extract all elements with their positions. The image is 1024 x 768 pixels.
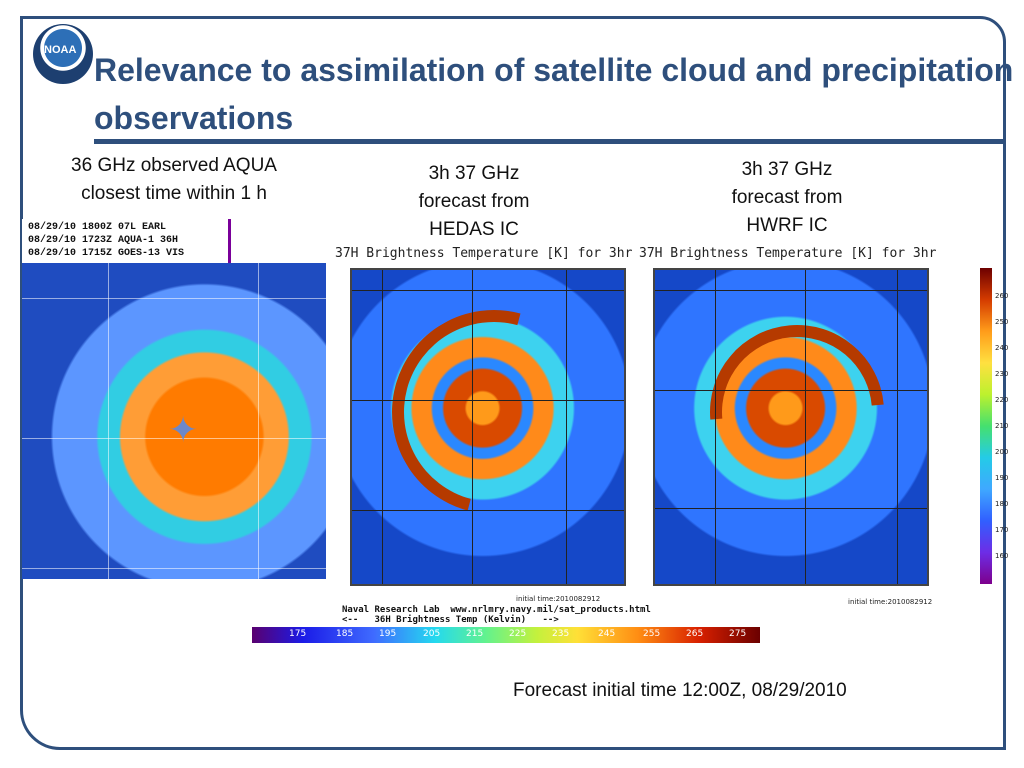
grid-line [566,270,567,584]
nrl-scale-label: <-- 36H Brightness Temp (Kelvin) --> [342,615,559,625]
vertical-colorbar-tick: 190 [995,474,1009,482]
colorbar-tick: 225 [509,629,527,639]
hedas-bt-title: 37H Brightness Temperature [K] for 3hr [335,246,633,261]
colorbar-tick: 255 [643,629,661,639]
title-rule [94,139,1006,144]
colorbar-tick: 265 [686,629,704,639]
caption-hwrf: 3h 37 GHz forecast from HWRF IC [731,159,843,236]
vertical-colorbar [980,268,992,584]
vertical-colorbar-tick: 180 [995,500,1009,508]
grid-line [655,390,927,391]
grid-line [805,270,806,584]
grid-line [715,270,716,584]
satellite-label-line: 08/29/10 1800Z 07L EARL [28,222,167,233]
vertical-colorbar-tick: 240 [995,344,1009,352]
vertical-colorbar-tick: 230 [995,370,1009,378]
colorbar-tick: 195 [379,629,397,639]
satellite-label-line: 08/29/10 1715Z GOES-13 VIS [28,248,185,259]
grid-line [352,510,624,511]
vertical-colorbar-tick: 220 [995,396,1009,404]
grid-line [382,270,383,584]
observed-aqua-image: ✦ [22,263,326,579]
caption-observed: 36 GHz observed AQUA closest time within… [71,155,277,204]
vertical-colorbar-tick: 170 [995,526,1009,534]
colorbar-tick: 175 [289,629,307,639]
noaa-logo [33,24,93,84]
grid-line [352,400,624,401]
hwrf-initial-time: initial time:2010082912 [848,598,933,606]
caption-hedas: 3h 37 GHz forecast from HEDAS IC [418,163,530,240]
grid-line [472,270,473,584]
vertical-colorbar-tick: 250 [995,318,1009,326]
nrl-colorbar: 175 185 195 205 215 225 235 245 255 265 … [252,627,760,643]
colorbar-tick: 205 [423,629,441,639]
hwrf-forecast-image [653,268,929,586]
nrl-source-text: Naval Research Lab www.nrlmry.navy.mil/s… [342,605,651,625]
hedas-initial-time: initial time:2010082912 [516,595,601,603]
vertical-colorbar-tick: 260 [995,292,1009,300]
colorbar-tick: 235 [552,629,570,639]
grid-line [352,290,624,291]
noaa-logo-text: NOAA [44,44,77,56]
vertical-colorbar-tick: 160 [995,552,1009,560]
vertical-colorbar-tick: 200 [995,448,1009,456]
grid-line [655,508,927,509]
satellite-label-line: 08/29/10 1723Z AQUA-1 36H [28,235,179,246]
storm-center-icon: ✦ [168,410,199,451]
hwrf-bt-title: 37H Brightness Temperature [K] for 3hr [639,246,937,261]
grid-line [897,270,898,584]
forecast-initial-time: Forecast initial time 12:00Z, 08/29/2010 [513,680,847,701]
nrl-source-line: Naval Research Lab www.nrlmry.navy.mil/s… [342,605,651,615]
hedas-forecast-image [350,268,626,586]
colorbar-tick: 275 [729,629,747,639]
vertical-colorbar-tick: 210 [995,422,1009,430]
colorbar-tick: 245 [598,629,616,639]
storm-band-shape [674,289,920,535]
satellite-label: 08/29/10 1800Z 07L EARL 08/29/10 1723Z A… [22,219,231,264]
colorbar-tick: 185 [336,629,354,639]
colorbar-tick: 215 [466,629,484,639]
grid-line [655,290,927,291]
slide-title: Relevance to assimilation of satellite c… [94,52,1014,136]
slide-frame [20,16,1006,750]
